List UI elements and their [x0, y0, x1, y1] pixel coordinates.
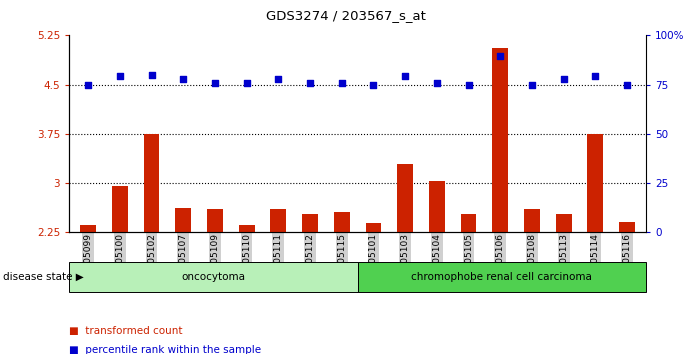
Bar — [112, 186, 128, 232]
Point — [463, 82, 474, 87]
Bar — [302, 214, 318, 232]
Bar — [80, 225, 96, 232]
Bar — [492, 48, 508, 232]
Point — [527, 82, 538, 87]
Bar — [619, 222, 635, 232]
Point — [114, 73, 125, 79]
Bar — [270, 209, 286, 232]
Bar — [176, 208, 191, 232]
Point — [83, 82, 94, 87]
Point — [209, 80, 220, 86]
Point — [178, 76, 189, 82]
Point — [241, 80, 252, 86]
Bar — [429, 182, 445, 232]
Point — [431, 80, 442, 86]
Point — [495, 53, 506, 59]
Bar — [238, 225, 254, 232]
Point — [558, 76, 569, 82]
Bar — [366, 223, 381, 232]
Bar — [397, 164, 413, 232]
Point — [621, 82, 632, 87]
Point — [305, 80, 316, 86]
Point — [368, 82, 379, 87]
Text: disease state ▶: disease state ▶ — [3, 272, 84, 282]
Bar — [524, 209, 540, 232]
Bar — [207, 209, 223, 232]
Text: GDS3274 / 203567_s_at: GDS3274 / 203567_s_at — [265, 9, 426, 22]
Point — [146, 72, 157, 78]
Text: ■  transformed count: ■ transformed count — [69, 326, 182, 336]
Bar — [461, 214, 477, 232]
Bar — [587, 133, 603, 232]
Text: oncocytoma: oncocytoma — [181, 272, 245, 282]
Text: ■  percentile rank within the sample: ■ percentile rank within the sample — [69, 346, 261, 354]
Point — [337, 80, 348, 86]
Point — [590, 73, 601, 79]
Bar — [334, 212, 350, 232]
Point — [399, 73, 410, 79]
Bar — [556, 214, 571, 232]
Text: chromophobe renal cell carcinoma: chromophobe renal cell carcinoma — [411, 272, 592, 282]
Point — [273, 76, 284, 82]
Bar — [144, 133, 160, 232]
